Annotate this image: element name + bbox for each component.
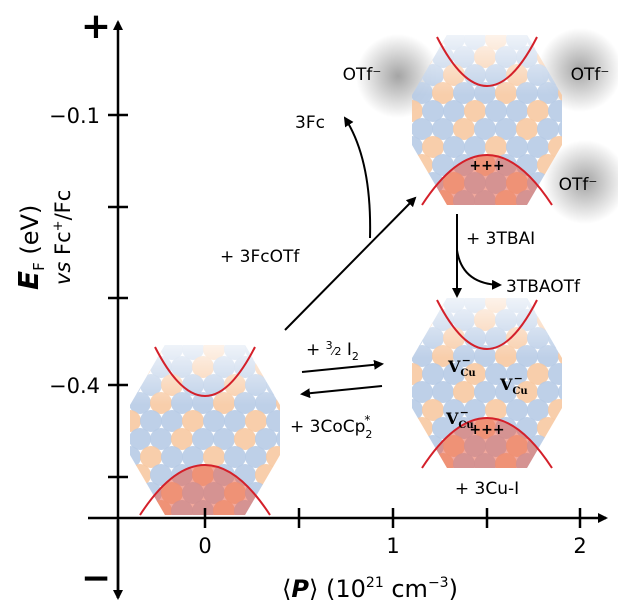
forward-arrow	[302, 364, 382, 372]
x-tick-label: 1	[386, 534, 399, 558]
reverse-arrow	[302, 386, 382, 394]
hole-label: +++	[469, 158, 504, 174]
minus-sign: −	[81, 558, 111, 599]
diagram: + − −0.1 −0.4 0 1 2 EF (eV) vs Fc+/Fc ⟨P…	[0, 0, 618, 608]
hole-label: +++	[469, 422, 504, 438]
oxidation-arrow	[285, 198, 415, 330]
reaction-label: + 3TBAI	[466, 229, 535, 249]
byproduct-arrow	[345, 118, 370, 238]
nanocrystal	[119, 338, 298, 522]
reaction-label: + 3⁄2 I2	[306, 339, 359, 363]
y-tick-label: −0.4	[49, 374, 100, 398]
y-tick-label: −0.1	[49, 104, 100, 128]
counterion-label: OTf⁻	[571, 65, 610, 85]
y-title: EF (eV)	[12, 205, 48, 290]
counterion-label: OTf⁻	[343, 65, 382, 85]
reaction-label: 3Fc	[295, 113, 325, 133]
reaction-label: + 3CoCp2*	[290, 413, 372, 441]
x-title: ⟨P⟩ (1021 cm−3)	[282, 575, 458, 603]
x-tick-label: 2	[573, 534, 586, 558]
reaction-label: + 3FcOTf	[220, 247, 300, 267]
exchange-byproduct-arrow	[457, 250, 500, 285]
x-tick-label: 0	[198, 534, 211, 558]
reaction-label: + 3Cu-I	[455, 479, 519, 499]
nanocrystal	[401, 291, 580, 475]
counterion-label: OTf⁻	[559, 175, 598, 195]
reaction-label: 3TBAOTf	[506, 277, 581, 297]
y-subtitle: vs Fc+/Fc	[51, 190, 75, 285]
plus-sign: +	[81, 6, 111, 47]
